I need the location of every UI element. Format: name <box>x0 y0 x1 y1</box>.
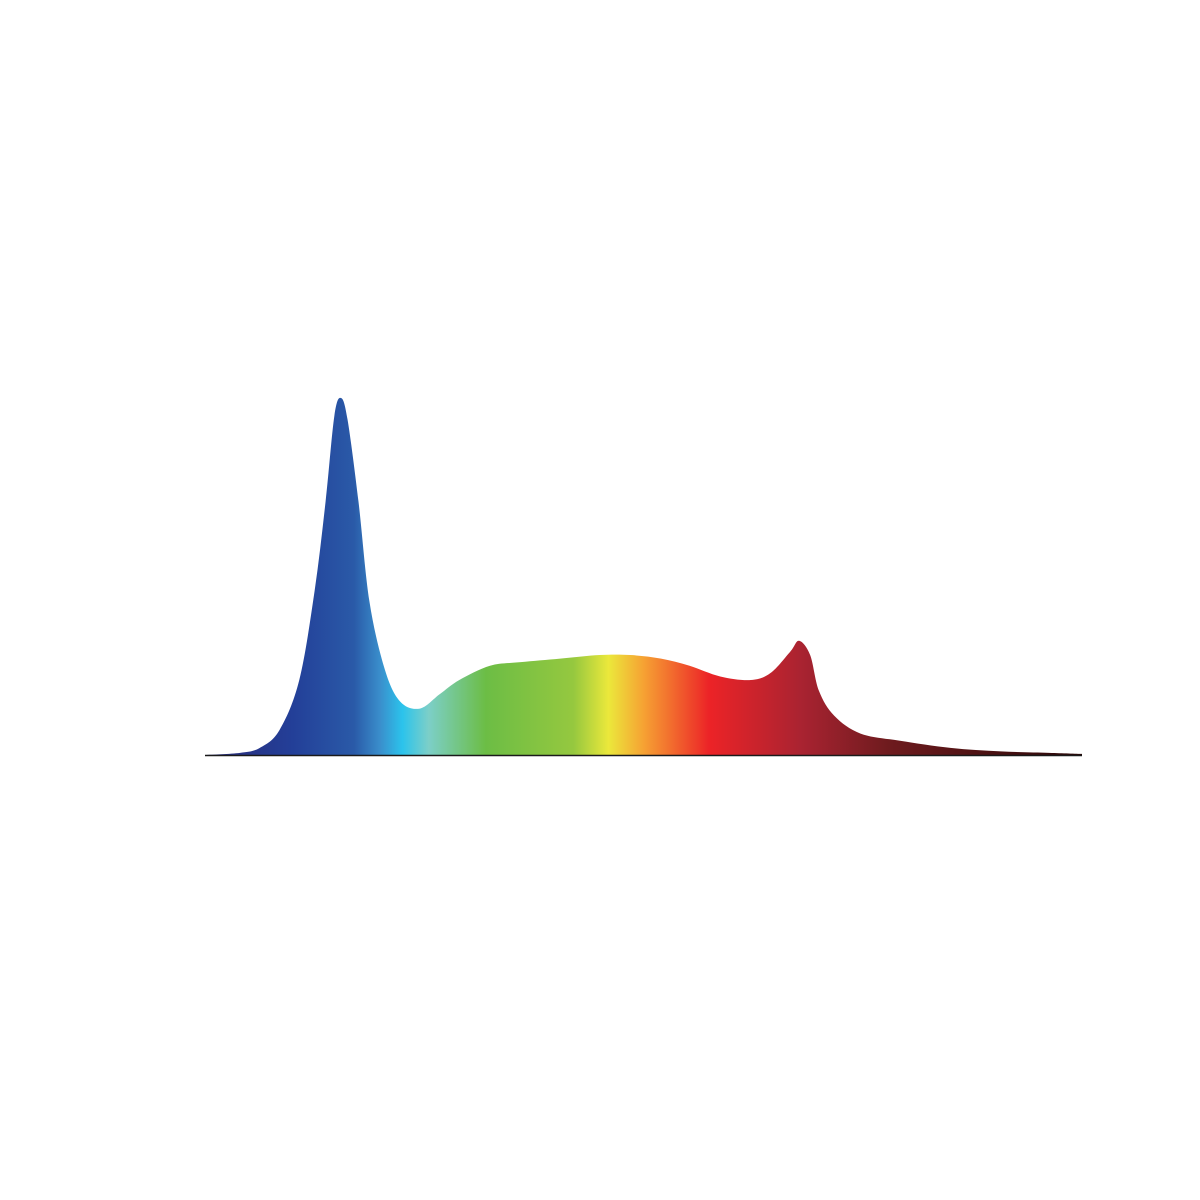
plot <box>205 397 1082 755</box>
spectrum-area <box>205 397 1082 755</box>
